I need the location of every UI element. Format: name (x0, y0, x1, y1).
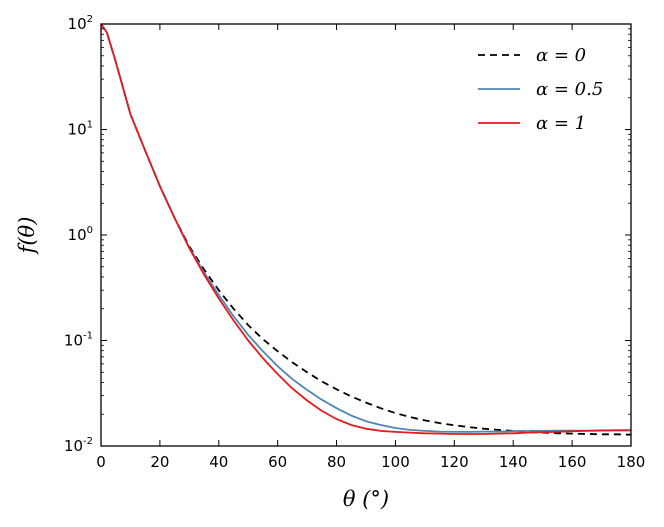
x-tick-label: 120 (440, 453, 469, 471)
x-tick-label: 180 (617, 453, 646, 471)
series-line-2 (100, 23, 631, 435)
x-tick-label: 140 (499, 453, 528, 471)
legend-label-2: α = 1 (536, 113, 586, 134)
series-line-0 (100, 23, 632, 436)
ticks: 0 20 40 60 80 100 120 140 160 180 10-2 10-1 100 101 10… (64, 14, 645, 471)
y-tick-label: 100 (68, 225, 93, 244)
x-tick-label: 20 (150, 453, 169, 471)
y-tick-label: 102 (68, 14, 93, 33)
plot-lines (100, 23, 632, 436)
legend-label-1: α = 0.5 (536, 79, 603, 100)
x-tick-label: 40 (209, 453, 228, 471)
x-tick-label: 100 (381, 453, 410, 471)
legend: α = 0 α = 0.5 α = 1 (478, 45, 603, 134)
y-axis-label: f(θ) (15, 217, 39, 256)
x-tick-label: 60 (268, 453, 287, 471)
y-tick-label: 10-1 (64, 331, 93, 350)
x-tick-label: 160 (558, 453, 587, 471)
y-tick-label: 101 (68, 120, 93, 139)
y-tick-label: 10-2 (64, 436, 93, 455)
x-tick-label: 0 (96, 453, 106, 471)
legend-label-0: α = 0 (536, 45, 586, 66)
x-tick-label: 80 (327, 453, 346, 471)
x-axis-label: θ (°) (343, 487, 389, 511)
